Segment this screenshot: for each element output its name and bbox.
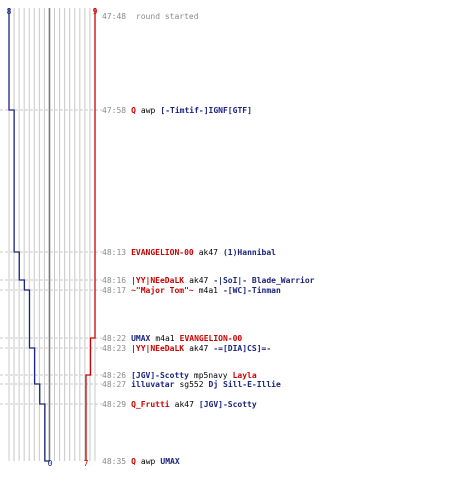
- player-grid: [8, 8, 96, 461]
- event-time: 48:29: [102, 400, 126, 409]
- weapon-name: ak47: [189, 276, 208, 285]
- kill-event-row: 48:27 illuvatar sg552 Dj Sill-E-Illie: [102, 379, 281, 389]
- red-end-count: 7: [84, 459, 89, 468]
- red-team-alive-line: [85, 8, 96, 461]
- event-time: 48:27: [102, 380, 126, 389]
- victim-name: [-Timtif-]IGNF[GTF]: [160, 105, 252, 115]
- event-time: 47:48: [102, 12, 126, 21]
- start-event-row: 47:48 round started: [102, 12, 199, 21]
- event-time: 48:16: [102, 276, 126, 285]
- kill-event-row: 48:26 [JGV]-Scotty mp5navy Layla: [102, 371, 257, 380]
- event-time: 48:13: [102, 248, 126, 257]
- victim-name: EVANGELION-00: [180, 334, 243, 343]
- event-time: 48:17: [102, 286, 126, 295]
- blue-team-alive-line: [8, 8, 50, 462]
- killer-name: EVANGELION-00: [131, 248, 194, 257]
- victim-name: (1)Hannibal: [223, 247, 276, 257]
- event-time: 48:22: [102, 334, 126, 343]
- weapon-name: ak47: [189, 344, 208, 353]
- kill-event-row: 48:29 Q_Frutti ak47 [JGV]-Scotty: [102, 399, 257, 409]
- event-time: 48:26: [102, 371, 126, 380]
- killer-name: |YY|NEeDaLK: [131, 344, 184, 353]
- weapon-name: ak47: [175, 400, 194, 409]
- event-guide-lines: [0, 109, 102, 405]
- killer-name: illuvatar: [131, 379, 175, 389]
- weapon-name: sg552: [179, 380, 203, 389]
- weapon-name: awp: [141, 106, 156, 115]
- killer-name: Q: [131, 106, 136, 115]
- victim-name: -[WC]-Tinman: [223, 285, 281, 295]
- weapon-name: m4a1: [155, 334, 174, 343]
- blue-start-count: 8: [7, 7, 12, 16]
- weapon-name: awp: [141, 457, 156, 466]
- weapon-name: ak47: [199, 248, 218, 257]
- kill-event-row: 48:22 UMAX m4a1 EVANGELION-00: [102, 334, 242, 343]
- killer-name: [JGV]-Scotty: [131, 371, 189, 380]
- killer-name: ~"Major Tom"~: [131, 285, 194, 295]
- victim-name: Dj Sill-E-Illie: [209, 379, 281, 389]
- event-time: 48:23: [102, 344, 126, 353]
- red-alive-step-path: [85, 8, 96, 461]
- kill-event-row: 48:23 |YY|NEeDaLK ak47 -=[DIA]CS]=-: [102, 344, 271, 353]
- kill-event-row: 48:13 EVANGELION-00 ak47 (1)Hannibal: [102, 247, 276, 257]
- red-start-count: 9: [93, 7, 98, 16]
- victim-name: -=[DIA]CS]=-: [213, 344, 271, 353]
- killer-name: Q_Frutti: [131, 399, 170, 409]
- victim-name: -|SoI|- Blade_Warrior: [213, 275, 314, 285]
- kill-event-row: 48:16 |YY|NEeDaLK ak47 -|SoI|- Blade_Warrio…: [102, 275, 315, 285]
- blue-end-count: 0: [48, 459, 53, 468]
- weapon-name: mp5navy: [194, 371, 228, 380]
- killer-name: UMAX: [131, 334, 150, 343]
- killer-name: Q: [131, 457, 136, 466]
- victim-name: Layla: [233, 371, 257, 380]
- weapon-name: m4a1: [199, 286, 218, 295]
- event-time: 48:35: [102, 457, 126, 466]
- kill-event-row: 48:17 ~"Major Tom"~ m4a1 -[WC]-Tinman: [102, 285, 281, 295]
- killer-name: |YY|NEeDaLK: [131, 276, 184, 285]
- victim-name: UMAX: [160, 457, 179, 466]
- blue-alive-step-path: [8, 8, 50, 462]
- event-message: round started: [136, 12, 199, 21]
- event-time: 47:58: [102, 106, 126, 115]
- victim-name: [JGV]-Scotty: [199, 400, 257, 409]
